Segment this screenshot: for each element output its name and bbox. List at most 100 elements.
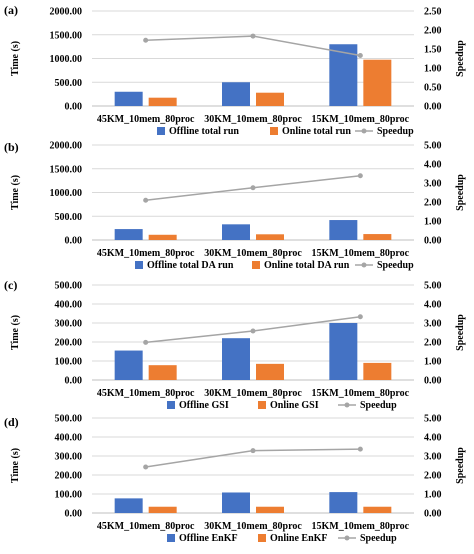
y-axis-title: Time (s) — [10, 315, 21, 350]
panel-label: (c) — [4, 278, 17, 292]
y2-tick-label: 0.50 — [424, 83, 442, 94]
legend-swatch — [258, 534, 266, 542]
y-tick-label: 1000.00 — [50, 188, 83, 199]
legend-label: Online GSI — [270, 400, 319, 411]
y-tick-label: 2000.00 — [50, 7, 83, 18]
speedup-point — [143, 464, 149, 470]
speedup-point — [357, 314, 363, 320]
y-tick-label: 500.00 — [55, 78, 83, 89]
y2-tick-label: 0.00 — [424, 376, 442, 387]
y2-tick-label: 0.00 — [424, 102, 442, 113]
y2-tick-label: 1.50 — [424, 45, 442, 56]
bar-online — [256, 92, 284, 106]
legend-label: Speedup — [377, 126, 414, 137]
legend-label: Offline GSI — [179, 400, 229, 411]
bar-offline — [222, 224, 250, 240]
speedup-point — [143, 197, 149, 203]
legend-swatch — [167, 401, 175, 409]
y-tick-label: 100.00 — [55, 490, 83, 501]
bar-online — [148, 506, 177, 513]
bar-offline — [222, 338, 250, 380]
y-tick-label: 100.00 — [55, 357, 83, 368]
legend-label: Online total DA run — [264, 260, 350, 271]
speedup-point — [250, 448, 256, 454]
speedup-point — [143, 339, 149, 345]
y-tick-label: 300.00 — [55, 452, 83, 463]
speedup-point — [357, 52, 363, 58]
bar-offline — [329, 323, 358, 380]
y-axis-title: Time (s) — [10, 41, 21, 76]
y-tick-label: 500.00 — [55, 414, 83, 425]
y2-tick-label: 4.00 — [424, 160, 442, 171]
y2-tick-label: 3.00 — [424, 179, 442, 190]
y-tick-label: 400.00 — [55, 300, 83, 311]
y2-axis-title: Speedup — [455, 314, 466, 351]
legend-label: Offline total run — [169, 126, 239, 137]
legend-swatch — [135, 261, 143, 269]
y2-tick-label: 1.00 — [424, 490, 442, 501]
legend-swatch — [252, 261, 260, 269]
legend-swatch — [258, 401, 266, 409]
y-tick-label: 500.00 — [55, 281, 83, 292]
bar-online — [363, 234, 392, 240]
x-tick-label: 30KM_10mem_80proc — [204, 248, 302, 259]
x-tick-label: 45KM_10mem_80proc — [97, 388, 195, 399]
speedup-point — [250, 33, 256, 39]
y-tick-label: 400.00 — [55, 433, 83, 444]
x-tick-label: 30KM_10mem_80proc — [204, 521, 302, 532]
y2-tick-label: 3.00 — [424, 319, 442, 330]
legend-label: Speedup — [360, 400, 397, 411]
x-tick-label: 30KM_10mem_80proc — [204, 114, 302, 125]
x-tick-label: 15KM_10mem_80proc — [312, 388, 410, 399]
legend-label: Speedup — [377, 260, 414, 271]
y-tick-label: 1500.00 — [50, 30, 83, 41]
y2-axis-title: Speedup — [455, 447, 466, 484]
bar-online — [363, 59, 392, 106]
bar-online — [256, 363, 284, 380]
y2-axis-title: Speedup — [455, 174, 466, 211]
y2-tick-label: 1.00 — [424, 64, 442, 75]
y2-tick-label: 2.00 — [424, 338, 442, 349]
legend-label: Online EnKF — [270, 533, 328, 544]
x-tick-label: 15KM_10mem_80proc — [312, 114, 410, 125]
y-tick-label: 500.00 — [55, 212, 83, 223]
y-tick-label: 300.00 — [55, 319, 83, 330]
speedup-point — [250, 185, 256, 191]
y2-tick-label: 0.00 — [424, 236, 442, 247]
y-axis-title: Time (s) — [10, 175, 21, 210]
y-tick-label: 200.00 — [55, 471, 83, 482]
legend-marker — [361, 262, 367, 268]
y-tick-label: 1000.00 — [50, 54, 83, 65]
y-tick-label: 0.00 — [65, 376, 83, 387]
bar-online — [148, 97, 177, 106]
y2-tick-label: 0.00 — [424, 509, 442, 520]
bar-offline — [222, 82, 250, 106]
bar-offline — [114, 229, 143, 240]
bar-online — [256, 234, 284, 240]
panel-label: (d) — [4, 415, 19, 429]
y2-axis-title: Speedup — [455, 40, 466, 77]
bar-online — [148, 365, 177, 380]
legend-marker — [344, 535, 350, 541]
y2-tick-label: 1.00 — [424, 357, 442, 368]
bar-online — [148, 234, 177, 240]
x-tick-label: 45KM_10mem_80proc — [97, 248, 195, 259]
y2-tick-label: 5.00 — [424, 414, 442, 425]
y-tick-label: 0.00 — [65, 509, 83, 520]
y2-tick-label: 4.00 — [424, 433, 442, 444]
y2-tick-label: 2.50 — [424, 7, 442, 18]
y-tick-label: 1500.00 — [50, 164, 83, 175]
y2-tick-label: 3.00 — [424, 452, 442, 463]
y2-tick-label: 1.00 — [424, 217, 442, 228]
legend-swatch — [157, 127, 165, 135]
legend-marker — [361, 128, 367, 134]
y2-tick-label: 2.00 — [424, 198, 442, 209]
y-tick-label: 2000.00 — [50, 141, 83, 152]
speedup-point — [357, 446, 363, 452]
speedup-point — [250, 328, 256, 334]
bar-offline — [329, 220, 358, 240]
y-tick-label: 0.00 — [65, 236, 83, 247]
y2-tick-label: 5.00 — [424, 141, 442, 152]
legend-label: Offline total DA run — [147, 260, 234, 271]
